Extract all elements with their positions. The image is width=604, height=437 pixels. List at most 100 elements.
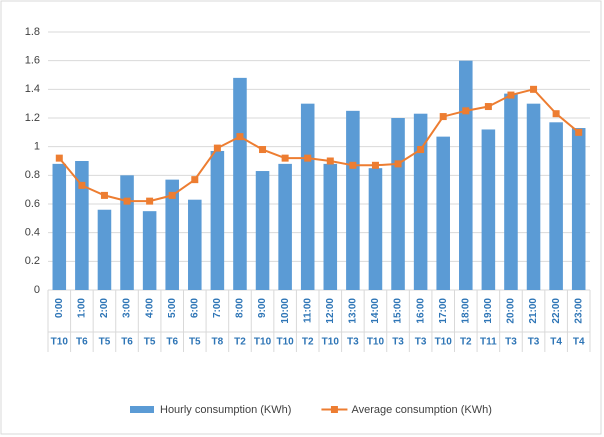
x-tick-label: 7:00: [212, 298, 223, 318]
bar: [255, 171, 270, 290]
bar: [323, 163, 338, 290]
bar: [165, 179, 179, 290]
line-marker: [484, 103, 492, 111]
legend-label: Average consumption (KWh): [351, 404, 491, 416]
x-group-label: T5: [189, 337, 201, 348]
bar: [571, 128, 586, 290]
x-tick-label: 3:00: [122, 298, 133, 318]
x-group-label: T4: [573, 337, 585, 348]
x-tick-label: 16:00: [415, 298, 426, 324]
line-marker: [326, 157, 334, 165]
bar: [233, 77, 247, 290]
line-marker: [259, 146, 267, 154]
x-group-label: T10: [277, 337, 295, 348]
x-tick-label: 1:00: [77, 298, 88, 318]
bar: [549, 122, 563, 290]
x-tick-label: 6:00: [189, 298, 200, 318]
x-group-label: T6: [121, 337, 133, 348]
x-group-label: T5: [99, 337, 111, 348]
y-tick-label: 1.8: [25, 26, 40, 38]
bar: [210, 150, 225, 290]
bar: [504, 93, 518, 290]
x-group-label: T6: [166, 337, 178, 348]
x-tick-label: 0:00: [54, 298, 65, 318]
line-marker: [100, 191, 108, 199]
x-tick-label: 15:00: [393, 298, 404, 324]
y-tick-label: 1.2: [25, 112, 40, 124]
bar: [346, 110, 360, 290]
bar: [52, 163, 67, 290]
bar: [368, 168, 383, 290]
line-marker: [213, 144, 221, 152]
legend-marker: [330, 406, 338, 413]
line-marker: [146, 197, 154, 205]
line-marker: [55, 154, 63, 162]
x-group-label: T2: [234, 337, 246, 348]
bar: [436, 136, 450, 290]
line-marker: [462, 107, 470, 115]
bar: [278, 163, 292, 290]
y-tick-label: 1.4: [25, 83, 40, 95]
line-marker: [530, 85, 538, 93]
x-group-label: T4: [550, 337, 562, 348]
line-marker: [281, 154, 289, 162]
x-group-label: T3: [528, 337, 540, 348]
x-group-label: T3: [415, 337, 427, 348]
bar: [459, 60, 473, 290]
line-marker: [191, 176, 199, 184]
x-tick-label: 23:00: [573, 298, 584, 324]
bar: [75, 161, 89, 290]
line-marker: [349, 161, 357, 169]
line-marker: [78, 181, 86, 189]
line: [58, 88, 580, 203]
x-tick-label: 20:00: [506, 298, 517, 324]
line-marker: [439, 113, 447, 121]
bar: [142, 211, 157, 290]
x-group-label: T10: [254, 337, 272, 348]
x-tick-label: 14:00: [370, 298, 381, 324]
y-tick-label: 0: [34, 284, 40, 296]
x-group-label: T5: [144, 337, 156, 348]
x-tick-label: 9:00: [257, 298, 268, 318]
bar: [188, 199, 202, 290]
x-group-label: T11: [480, 337, 497, 348]
x-tick-label: 13:00: [348, 298, 359, 324]
x-group-label: T10: [435, 337, 453, 348]
x-tick-label: 2:00: [99, 298, 110, 318]
bar: [300, 103, 315, 291]
legend-swatch: [130, 406, 154, 413]
bar: [97, 209, 112, 290]
line-marker: [304, 154, 312, 162]
x-tick-label: 19:00: [483, 298, 494, 324]
y-tick-label: 0.8: [25, 169, 40, 181]
line-marker: [371, 161, 379, 169]
x-tick-label: 11:00: [302, 298, 313, 323]
x-group-label: T3: [392, 337, 404, 348]
bar: [481, 129, 496, 290]
y-tick-label: 0.4: [25, 227, 40, 239]
legend-label: Hourly consumption (KWh): [160, 404, 291, 416]
line-marker: [575, 128, 583, 136]
x-group-label: T2: [302, 337, 314, 348]
bar: [526, 103, 541, 291]
x-group-label: T10: [367, 337, 385, 348]
x-tick-label: 18:00: [460, 298, 471, 324]
x-tick-label: 22:00: [551, 298, 562, 324]
line-marker: [168, 191, 176, 199]
x-tick-label: 10:00: [280, 298, 291, 324]
y-tick-label: 0.6: [25, 198, 40, 210]
x-tick-label: 17:00: [438, 298, 449, 324]
bar: [391, 118, 405, 290]
line-marker: [417, 146, 425, 154]
y-tick-label: 0.2: [25, 255, 40, 267]
line-marker: [236, 133, 244, 141]
line-marker: [123, 197, 131, 205]
x-group-label: T2: [460, 337, 472, 348]
line-marker: [552, 110, 560, 118]
x-group-label: T8: [212, 337, 224, 348]
x-tick-label: 5:00: [167, 298, 178, 318]
x-group-label: T10: [51, 337, 69, 348]
x-tick-label: 4:00: [144, 298, 155, 318]
x-group-label: T3: [347, 337, 359, 348]
